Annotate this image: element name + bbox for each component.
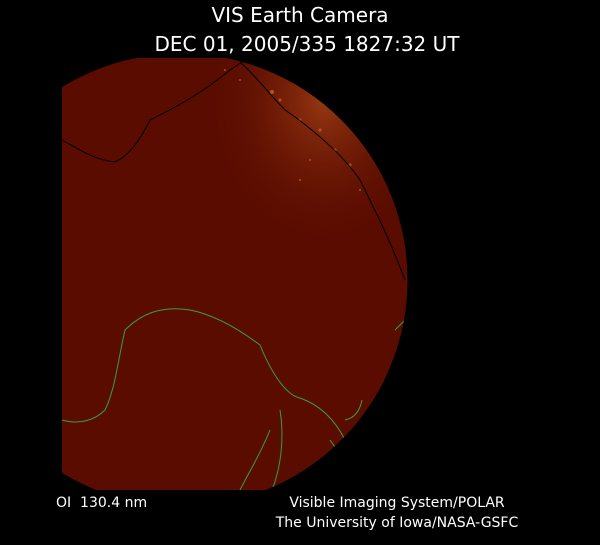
filter-label: OI 130.4 nm	[56, 495, 147, 511]
timestamp: DEC 01, 2005/335 1827:32 UT	[155, 32, 461, 56]
title: VIS Earth Camera	[211, 3, 388, 27]
credit-line-2: The University of Iowa/NASA-GSFC	[275, 515, 519, 531]
earth-image	[61, 58, 408, 491]
credit-line-1: Visible Imaging System/POLAR	[289, 495, 505, 511]
